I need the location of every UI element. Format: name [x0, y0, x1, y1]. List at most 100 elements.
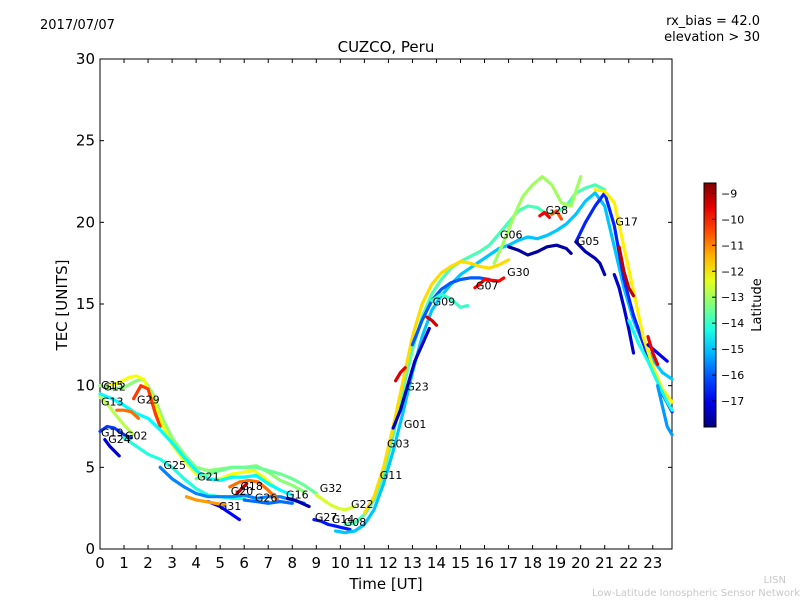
satellite-track [538, 210, 552, 219]
x-tick-label: 9 [312, 554, 322, 572]
x-tick-label: 21 [595, 554, 614, 572]
satellite-label: G14 [332, 513, 355, 526]
satellite-track [410, 276, 491, 347]
satellite-track [430, 292, 470, 309]
satellite-track [391, 326, 431, 430]
x-tick-label: 7 [263, 554, 273, 572]
satellite-label: G29 [137, 394, 160, 407]
satellite-track [612, 273, 636, 355]
x-tick-label: 12 [379, 554, 398, 572]
satellite-label: G28 [546, 204, 569, 217]
x-tick-label: 17 [499, 554, 518, 572]
colorbar [703, 182, 717, 428]
colorbar-tick-label: −16 [721, 369, 744, 382]
y-tick-label: 5 [85, 458, 95, 476]
x-tick-label: 2 [143, 554, 153, 572]
date-label: 2017/07/07 [40, 18, 115, 33]
satellite-track [593, 188, 674, 404]
satellite-track [617, 245, 636, 298]
y-tick-label: 15 [76, 295, 95, 313]
satellite-label: G02 [125, 430, 148, 443]
satellite-track [184, 495, 227, 507]
satellite-label: G12 [103, 381, 126, 394]
colorbar-tick-label: −17 [721, 395, 744, 408]
satellite-track [333, 191, 674, 535]
satellite-track [314, 493, 357, 512]
satellite-track [285, 496, 311, 509]
satellite-label: G03 [387, 438, 410, 451]
satellite-track [98, 395, 136, 437]
x-tick-label: 16 [475, 554, 494, 572]
elevation-label: elevation > 30 [664, 30, 760, 45]
x-tick-label: 22 [619, 554, 638, 572]
satellite-label: G19 [101, 426, 124, 439]
satellite-track [473, 276, 506, 290]
satellite-track [115, 408, 141, 420]
satellite-label: G13 [101, 395, 124, 408]
x-tick-label: 0 [95, 554, 105, 572]
satellite-label: G16 [286, 488, 309, 501]
satellite-track [425, 315, 439, 327]
satellite-label: G26 [255, 492, 278, 505]
x-tick-label: 13 [403, 554, 422, 572]
satellite-label: G15 [101, 379, 124, 392]
colorbar-tick-label: −13 [721, 291, 744, 304]
satellite-track [492, 175, 583, 265]
rx-bias-label: rx_bias = 42.0 [666, 14, 760, 29]
receiver-info: rx_bias = 42.0 elevation > 30 [664, 14, 760, 46]
y-tick-label: 0 [85, 540, 95, 558]
brand-full: Low-Latitude Ionospheric Sensor Network [592, 588, 800, 599]
satellite-label: G21 [197, 470, 220, 483]
x-axis-label: Time [UT] [349, 575, 423, 593]
satellite-track [132, 384, 162, 429]
satellite-label: G18 [240, 480, 263, 493]
satellite-label: G06 [500, 229, 523, 242]
colorbar-label: Latitude [750, 278, 765, 332]
satellite-track [646, 335, 660, 366]
satellite-track [507, 243, 573, 257]
colorbar-tick-label: −10 [721, 213, 744, 226]
satellite-label: G27 [315, 511, 338, 524]
colorbar-tick-label: −9 [721, 187, 737, 200]
satellite-label: G09 [433, 296, 456, 309]
x-tick-label: 8 [287, 554, 297, 572]
x-tick-label: 3 [167, 554, 177, 572]
satellite-track [194, 465, 318, 496]
brand-short: LISN [763, 575, 786, 586]
y-tick-label: 20 [76, 213, 95, 231]
colorbar-tick-label: −14 [721, 317, 744, 330]
x-tick-label: 15 [451, 554, 470, 572]
x-tick-label: 10 [331, 554, 350, 572]
satellite-track [627, 318, 674, 412]
satellite-label: G23 [406, 381, 429, 394]
x-tick-label: 23 [643, 554, 662, 572]
satellite-track [550, 209, 564, 221]
satellite-track [655, 384, 674, 437]
x-tick-label: 11 [355, 554, 374, 572]
satellite-label: G07 [476, 279, 499, 292]
colorbar-tick-label: −12 [721, 265, 744, 278]
x-tick-label: 4 [191, 554, 201, 572]
satellite-track [107, 374, 275, 487]
satellite-track [242, 498, 294, 505]
satellite-track [228, 478, 280, 502]
x-tick-label: 18 [523, 554, 542, 572]
satellite-label: G25 [163, 459, 186, 472]
satellite-label: G01 [404, 418, 427, 431]
satellite-label: G24 [108, 433, 131, 446]
x-tick-label: 20 [571, 554, 590, 572]
satellite-track [394, 366, 407, 383]
colorbar-tick-label: −11 [721, 239, 744, 252]
satellite-label: G20 [231, 485, 254, 498]
colorbar-tick-label: −15 [721, 343, 744, 356]
y-tick-label: 10 [76, 377, 95, 395]
satellite-label: G32 [320, 482, 343, 495]
x-tick-label: 19 [547, 554, 566, 572]
x-tick-label: 1 [119, 554, 129, 572]
satellite-label: G11 [380, 469, 403, 482]
satellite-label: G08 [344, 516, 367, 529]
satellite-track [343, 183, 607, 527]
satellite-label: G05 [577, 235, 600, 248]
satellite-track [312, 517, 352, 532]
